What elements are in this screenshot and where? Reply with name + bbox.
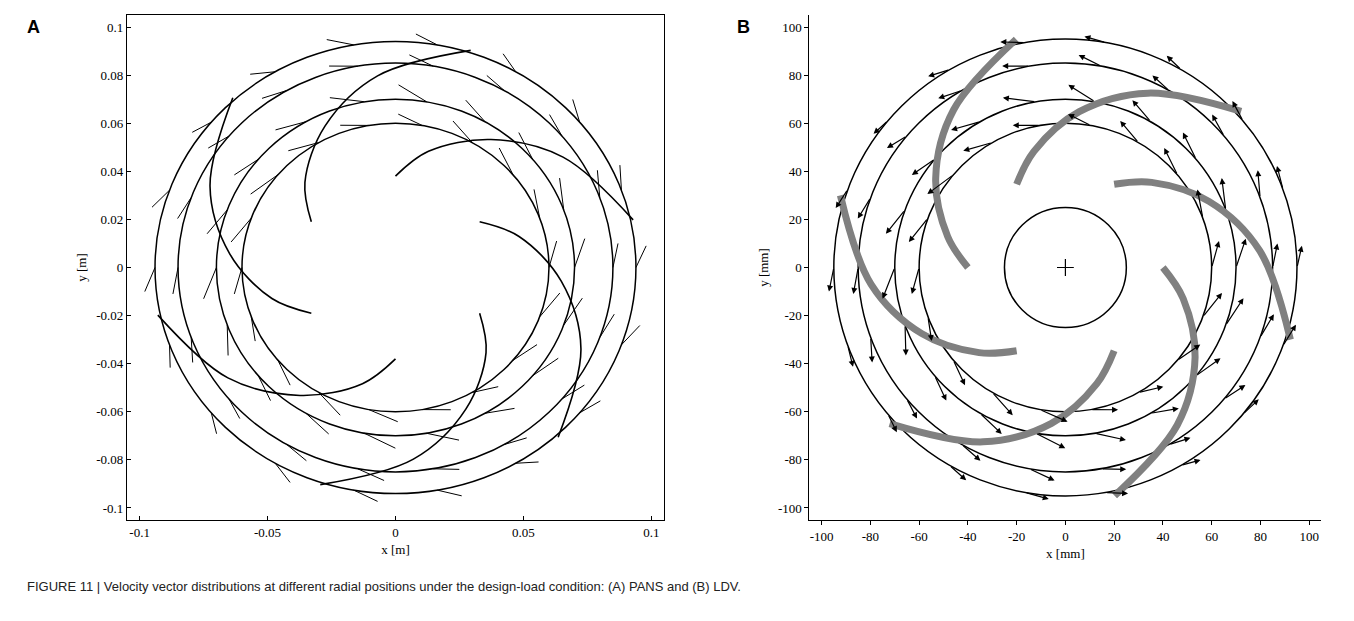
svg-text:-0.08: -0.08 — [96, 452, 123, 467]
svg-text:0: 0 — [117, 260, 124, 275]
svg-text:y [mm]: y [mm] — [756, 248, 771, 287]
svg-text:-0.1: -0.1 — [103, 501, 124, 516]
svg-text:B: B — [737, 17, 750, 37]
svg-text:0.1: 0.1 — [107, 20, 123, 35]
svg-text:0.02: 0.02 — [101, 212, 124, 227]
svg-text:0.05: 0.05 — [512, 525, 535, 540]
svg-text:0.1: 0.1 — [643, 525, 659, 540]
svg-text:-60: -60 — [910, 529, 927, 544]
svg-text:-80: -80 — [862, 529, 879, 544]
svg-text:80: 80 — [1254, 529, 1267, 544]
svg-text:100: 100 — [1299, 529, 1319, 544]
svg-text:40: 40 — [1156, 529, 1169, 544]
svg-text:x [mm]: x [mm] — [1046, 546, 1085, 561]
svg-text:0.06: 0.06 — [101, 116, 124, 131]
svg-text:-0.02: -0.02 — [96, 308, 123, 323]
svg-text:60: 60 — [789, 116, 802, 131]
svg-text:-80: -80 — [784, 452, 801, 467]
svg-text:y [m]: y [m] — [74, 253, 89, 282]
svg-text:-0.05: -0.05 — [254, 525, 281, 540]
svg-text:x [m]: x [m] — [381, 542, 410, 557]
svg-text:80: 80 — [789, 68, 802, 83]
svg-text:60: 60 — [1205, 529, 1218, 544]
svg-text:0: 0 — [392, 525, 399, 540]
svg-text:20: 20 — [789, 212, 802, 227]
svg-text:-40: -40 — [784, 356, 801, 371]
svg-text:0.04: 0.04 — [101, 164, 124, 179]
svg-text:0.08: 0.08 — [101, 68, 124, 83]
html-text:FIGURE 11 | Velocity vector di: FIGURE 11 | Velocity vector distribution… — [27, 579, 741, 594]
svg-text:-60: -60 — [784, 404, 801, 419]
svg-text:0: 0 — [1062, 529, 1069, 544]
svg-text:0: 0 — [795, 260, 802, 275]
svg-text:-40: -40 — [959, 529, 976, 544]
svg-text:40: 40 — [789, 164, 802, 179]
svg-text:20: 20 — [1108, 529, 1121, 544]
svg-text:A: A — [27, 17, 40, 37]
svg-text:-20: -20 — [784, 308, 801, 323]
svg-text:-0.04: -0.04 — [96, 356, 124, 371]
svg-text:-0.06: -0.06 — [96, 404, 124, 419]
svg-text:-0.1: -0.1 — [129, 525, 150, 540]
svg-text:-100: -100 — [810, 529, 834, 544]
svg-text:-20: -20 — [1008, 529, 1025, 544]
svg-text:100: 100 — [782, 20, 802, 35]
svg-text:-100: -100 — [778, 501, 802, 516]
